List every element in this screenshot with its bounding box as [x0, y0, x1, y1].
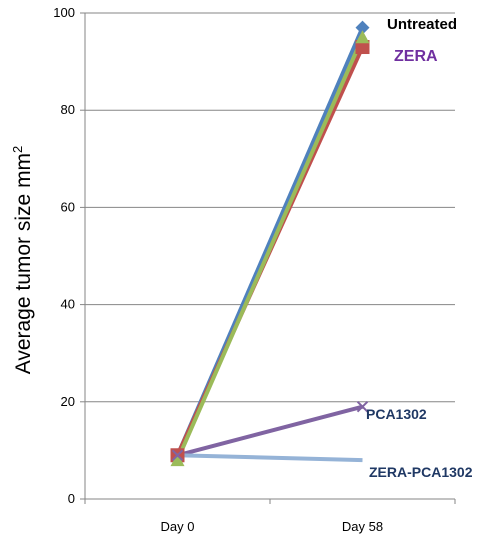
marker-pca1302 — [356, 400, 369, 413]
y-tick-label: 0 — [68, 491, 75, 506]
y-tick-label: 20 — [61, 394, 75, 409]
marker-pca1302 — [171, 449, 184, 461]
x-tick-labels: Day 0 Day 58 — [161, 519, 384, 534]
label-zera: ZERA — [394, 48, 438, 65]
y-tick-label: 40 — [61, 297, 75, 312]
label-pca1302: PCA1302 — [366, 406, 427, 422]
x-tick-label: Day 58 — [342, 519, 383, 534]
grid-lines — [85, 12, 455, 403]
y-tick-label: 60 — [61, 199, 75, 214]
x-tick-label: Day 0 — [161, 519, 195, 534]
axes — [80, 12, 456, 504]
y-tick-labels: 0 20 40 60 80 100 — [53, 5, 75, 506]
y-axis-label: Average tumor size mm2 — [10, 146, 35, 375]
y-tick-label: 100 — [53, 5, 75, 20]
series-lines — [175, 26, 365, 463]
label-zera-pca1302: ZERA-PCA1302 — [369, 464, 473, 480]
label-untreated: Untreated — [387, 16, 457, 33]
marker-zera — [355, 40, 370, 55]
series-line-zera-pca1302 — [177, 453, 363, 463]
series-line-pca1302 — [176, 404, 364, 458]
series-markers — [170, 20, 370, 467]
marker-series-3 — [355, 30, 370, 44]
marker-series-3 — [170, 453, 185, 467]
series-line-series-3 — [175, 36, 365, 461]
y-tick-label: 80 — [61, 102, 75, 117]
marker-untreated — [355, 20, 370, 35]
